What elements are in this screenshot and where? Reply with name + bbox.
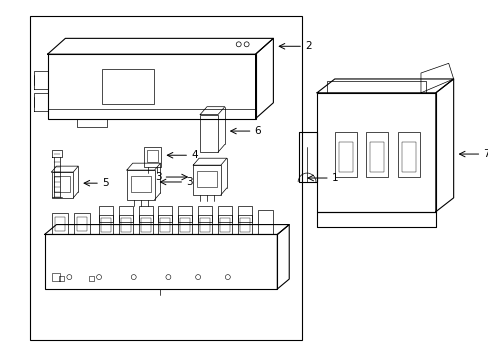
Bar <box>141 218 150 231</box>
Bar <box>51 172 73 198</box>
Bar <box>89 276 94 281</box>
Bar <box>74 213 90 234</box>
Bar <box>121 218 130 231</box>
Bar <box>102 69 153 104</box>
Bar <box>237 206 251 222</box>
Bar <box>101 218 111 231</box>
Bar <box>178 206 192 222</box>
Bar <box>99 215 113 234</box>
Text: 5: 5 <box>102 178 108 188</box>
Bar <box>158 206 172 222</box>
Bar <box>198 206 211 222</box>
Bar <box>52 213 68 234</box>
Text: 7: 7 <box>483 149 488 159</box>
Bar <box>178 215 192 234</box>
Bar <box>198 215 211 234</box>
Bar <box>99 206 113 222</box>
Bar <box>77 217 87 230</box>
Bar <box>370 142 384 172</box>
Text: 3: 3 <box>186 177 192 187</box>
Text: 2: 2 <box>305 41 311 51</box>
Bar <box>338 142 352 172</box>
Bar <box>44 234 277 289</box>
Bar <box>237 215 251 234</box>
Bar <box>54 176 70 192</box>
Text: 3: 3 <box>155 172 161 182</box>
Bar <box>139 206 152 222</box>
Bar <box>47 54 255 118</box>
Bar <box>143 147 161 167</box>
Bar <box>397 132 419 177</box>
Bar <box>257 210 273 234</box>
Bar <box>220 218 229 231</box>
Bar <box>146 150 158 162</box>
Text: 4: 4 <box>191 150 197 160</box>
Bar <box>130 176 150 192</box>
Bar <box>239 218 249 231</box>
Text: 6: 6 <box>254 126 261 136</box>
Bar <box>52 273 61 281</box>
Bar <box>200 114 218 152</box>
Bar <box>193 165 221 195</box>
Bar <box>158 215 172 234</box>
Bar <box>200 218 209 231</box>
Bar <box>366 132 387 177</box>
Bar <box>218 206 231 222</box>
Bar <box>334 132 356 177</box>
Bar <box>55 217 65 230</box>
Bar <box>218 215 231 234</box>
Bar <box>30 15 302 341</box>
Bar <box>139 215 152 234</box>
Bar <box>60 276 64 281</box>
Bar <box>197 171 217 187</box>
Text: 1: 1 <box>331 173 338 183</box>
Bar <box>316 93 435 212</box>
Bar <box>119 215 132 234</box>
Bar <box>160 218 170 231</box>
Bar <box>126 170 154 200</box>
Bar <box>401 142 415 172</box>
Bar <box>119 206 132 222</box>
Bar <box>180 218 190 231</box>
